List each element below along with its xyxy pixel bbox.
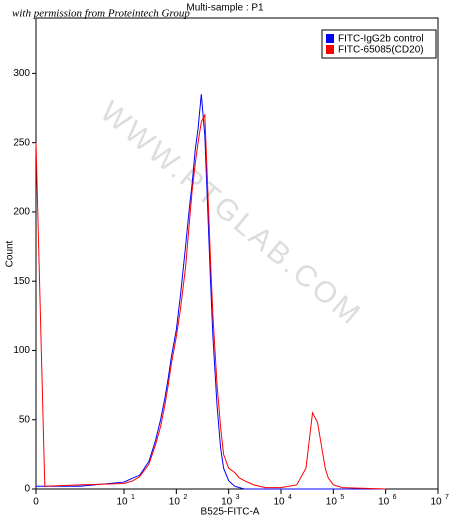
series-line [35, 113, 386, 490]
x-tick-label: 10 [430, 497, 442, 508]
y-tick-label: 100 [13, 345, 30, 356]
x-tick-exponent: 4 [288, 494, 292, 501]
series-line [36, 94, 386, 490]
x-tick-label: 10 [221, 497, 233, 508]
chart-title: Multi-sample : P1 [186, 3, 264, 14]
x-tick-exponent: 5 [340, 494, 344, 501]
legend-label: FITC-65085(CD20) [338, 45, 424, 56]
legend-swatch [326, 34, 334, 43]
y-tick-label: 0 [24, 484, 30, 495]
legend-box [321, 29, 437, 59]
legend-swatch [326, 45, 334, 54]
x-axis-label: B525-FITC-A [201, 507, 260, 518]
y-axis-label: Count [5, 240, 16, 267]
credit: with permission from Proteintech Group [12, 8, 190, 20]
x-tick-label: 0 [33, 497, 39, 508]
plot-frame [35, 17, 439, 490]
x-tick-label: 10 [116, 497, 128, 508]
x-tick-exponent: 6 [393, 494, 397, 501]
x-tick-exponent: 7 [445, 494, 449, 501]
watermark: WWW.PTGLAB.COM [94, 95, 368, 333]
legend-label: FITC-IgG2b control [338, 34, 424, 45]
y-tick-label: 300 [13, 68, 30, 79]
y-tick-label: 150 [13, 276, 30, 287]
x-tick-exponent: 1 [131, 494, 135, 501]
x-tick-exponent: 3 [236, 494, 240, 501]
y-tick-label: 50 [19, 414, 31, 425]
x-tick-label: 10 [169, 497, 181, 508]
x-tick-exponent: 2 [183, 494, 187, 501]
y-tick-label: 200 [13, 207, 30, 218]
x-tick-label: 10 [273, 497, 285, 508]
y-tick-label: 250 [13, 137, 30, 148]
x-tick-label: 10 [326, 497, 338, 508]
x-tick-label: 10 [378, 497, 390, 508]
